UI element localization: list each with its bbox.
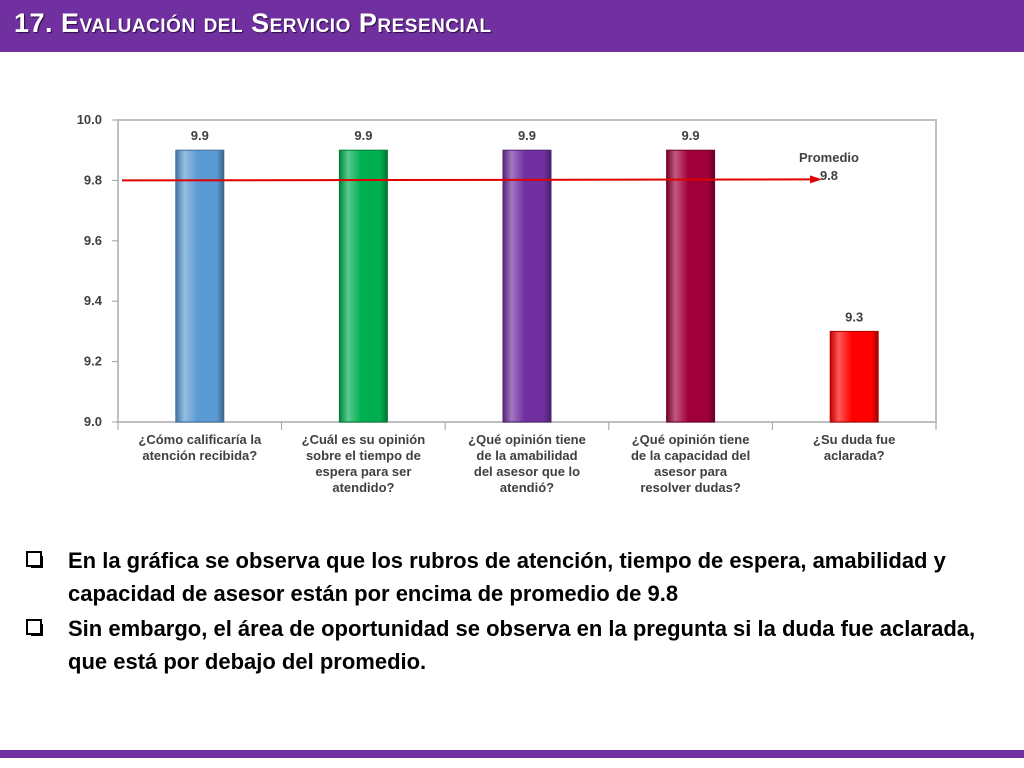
y-tick-label: 9.0 [84, 414, 102, 429]
bar-2 [338, 149, 388, 423]
y-tick-label: 9.8 [84, 172, 102, 187]
checkbox-bullet-icon [26, 619, 43, 636]
x-category-label: ¿Qué opinión tiene de la amabilidad del as… [468, 432, 586, 495]
footer-bar [0, 750, 1024, 758]
average-arrow-icon [810, 175, 822, 184]
bar-value-label: 9.9 [191, 128, 209, 143]
x-category-label: ¿Su duda fue aclarada? [813, 432, 895, 463]
y-tick-label: 9.4 [84, 293, 103, 308]
bullet-text-2: Sin embargo, el área de oportunidad se o… [68, 616, 976, 674]
x-category-label: ¿Qué opinión tiene de la capacidad del ase… [631, 432, 750, 495]
y-tick-label: 10.0 [77, 112, 102, 127]
bar-value-label: 9.9 [354, 128, 372, 143]
average-label: Promedio [799, 150, 859, 165]
bullet-list: En la gráfica se observa que los rubros … [22, 544, 1012, 678]
bullet-item-1: En la gráfica se observa que los rubros … [22, 544, 1012, 610]
y-tick-label: 9.2 [84, 354, 102, 369]
bar-chart: 10.0 9.8 9.6 9.4 9.2 9.0 9.9 ¿Cómo calificaría … [77, 112, 937, 495]
header-bar: 17. Evaluación del Servicio Presencial [0, 0, 1024, 52]
bar-4 [666, 149, 716, 423]
bar-value-label: 9.3 [845, 309, 863, 324]
bar-3 [502, 149, 552, 423]
checkbox-bullet-icon [26, 551, 43, 568]
bar-value-label: 9.9 [518, 128, 536, 143]
y-tick-label: 9.6 [84, 233, 102, 248]
bar-value-label: 9.9 [682, 128, 700, 143]
average-value-label: 9.8 [820, 168, 838, 183]
x-category-label: ¿Cómo calificaría la atención recibida? [138, 432, 262, 463]
bar-5 [829, 330, 879, 423]
average-line [121, 178, 811, 182]
bullet-item-2: Sin embargo, el área de oportunidad se o… [22, 612, 1012, 678]
page-title: 17. Evaluación del Servicio Presencial [14, 8, 492, 38]
bar-1 [175, 149, 225, 423]
bullet-text-1: En la gráfica se observa que los rubros … [68, 548, 946, 606]
x-category-label: ¿Cuál es su opinión sobre el tiempo de esp… [302, 432, 426, 495]
